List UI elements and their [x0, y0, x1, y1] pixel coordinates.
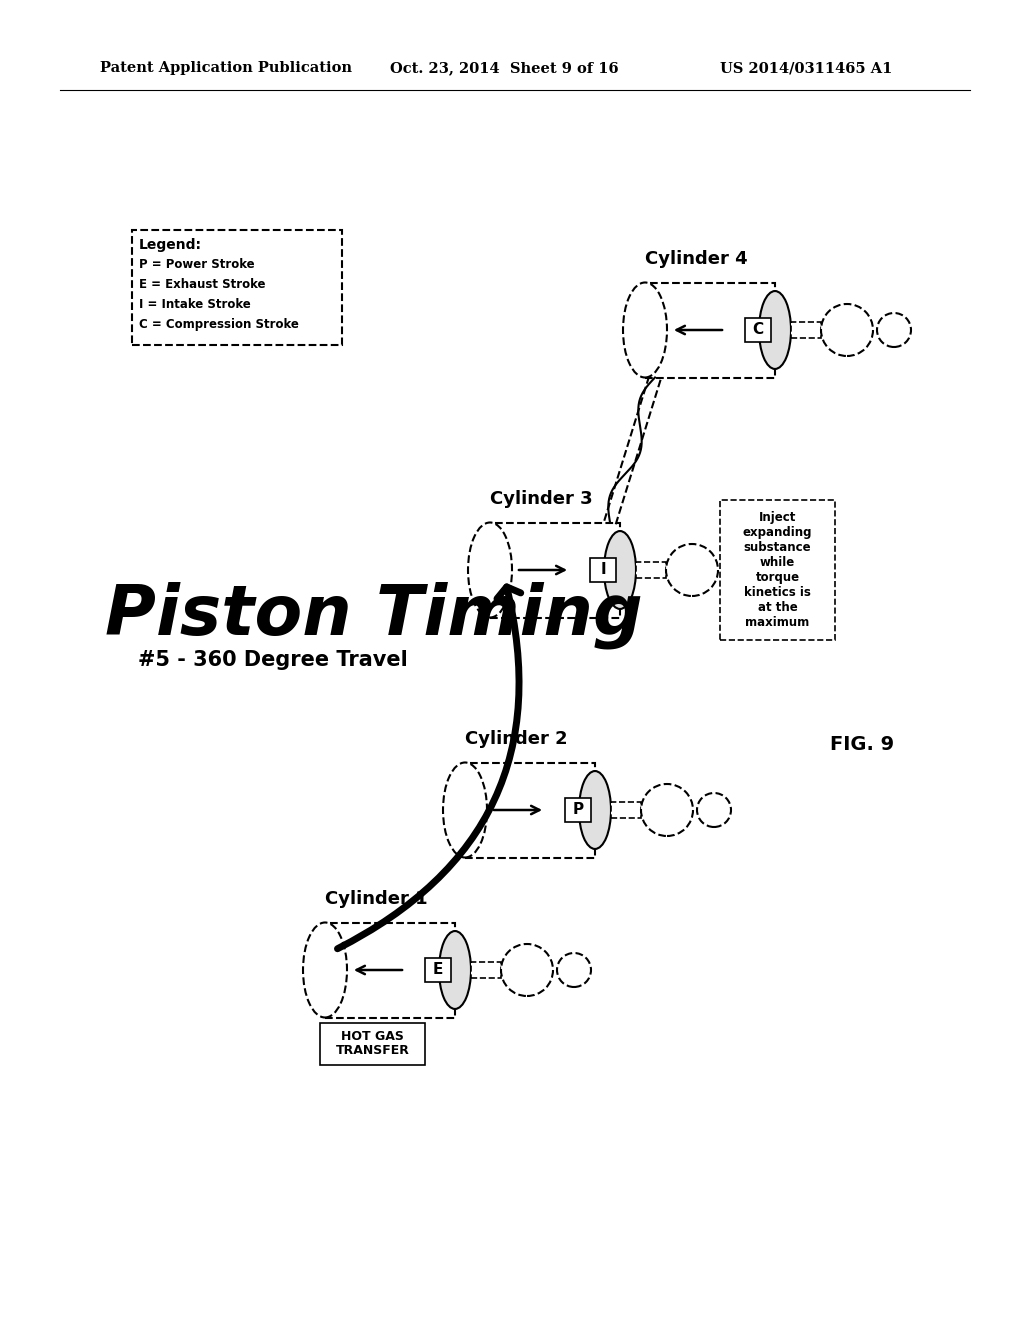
Text: Patent Application Publication: Patent Application Publication [100, 61, 352, 75]
Ellipse shape [697, 793, 731, 828]
Text: #5 - 360 Degree Travel: #5 - 360 Degree Travel [138, 649, 408, 671]
Bar [791, 322, 821, 338]
Text: E = Exhaust Stroke: E = Exhaust Stroke [139, 279, 265, 290]
Ellipse shape [641, 784, 693, 836]
Ellipse shape [666, 544, 718, 597]
Ellipse shape [623, 282, 667, 378]
Bar [636, 562, 666, 578]
Text: Cylinder 3: Cylinder 3 [490, 491, 593, 508]
Ellipse shape [579, 771, 611, 849]
Text: C: C [753, 322, 764, 338]
Text: C = Compression Stroke: C = Compression Stroke [139, 318, 299, 331]
Bar [611, 803, 641, 818]
Text: Oct. 23, 2014  Sheet 9 of 16: Oct. 23, 2014 Sheet 9 of 16 [390, 61, 618, 75]
Ellipse shape [557, 953, 591, 987]
Text: US 2014/0311465 A1: US 2014/0311465 A1 [720, 61, 892, 75]
Text: P = Power Stroke: P = Power Stroke [139, 257, 255, 271]
Bar [465, 763, 595, 858]
Bar [471, 962, 501, 978]
Text: Inject
expanding
substance
while
torque
kinetics is
at the
maximum: Inject expanding substance while torque … [742, 511, 812, 630]
Text: I: I [600, 562, 606, 578]
Text: Piston Timing: Piston Timing [105, 581, 643, 648]
Text: I = Intake Stroke: I = Intake Stroke [139, 298, 251, 312]
Ellipse shape [821, 304, 873, 356]
Bar [745, 318, 771, 342]
Text: FIG. 9: FIG. 9 [830, 735, 894, 755]
Bar [132, 230, 342, 345]
FancyArrowPatch shape [338, 587, 521, 949]
Text: Cylinder 4: Cylinder 4 [645, 251, 748, 268]
Bar [319, 1023, 425, 1064]
Bar [590, 558, 616, 582]
Text: Cylinder 2: Cylinder 2 [465, 730, 567, 748]
Text: P: P [572, 803, 584, 817]
Text: HOT GAS
TRANSFER: HOT GAS TRANSFER [336, 1030, 410, 1057]
Bar [425, 958, 451, 982]
Bar [720, 500, 835, 640]
Bar [565, 799, 591, 822]
Text: E: E [433, 962, 443, 978]
Bar [490, 523, 620, 618]
Ellipse shape [759, 290, 791, 370]
Ellipse shape [877, 313, 911, 347]
Text: Cylinder 1: Cylinder 1 [325, 891, 428, 908]
Bar [645, 282, 775, 378]
Text: Legend:: Legend: [139, 238, 202, 252]
Ellipse shape [722, 553, 756, 587]
Ellipse shape [501, 944, 553, 997]
Ellipse shape [443, 763, 487, 858]
Ellipse shape [604, 531, 636, 609]
Ellipse shape [468, 523, 512, 618]
Ellipse shape [303, 923, 347, 1018]
Ellipse shape [439, 931, 471, 1008]
Bar [325, 923, 455, 1018]
